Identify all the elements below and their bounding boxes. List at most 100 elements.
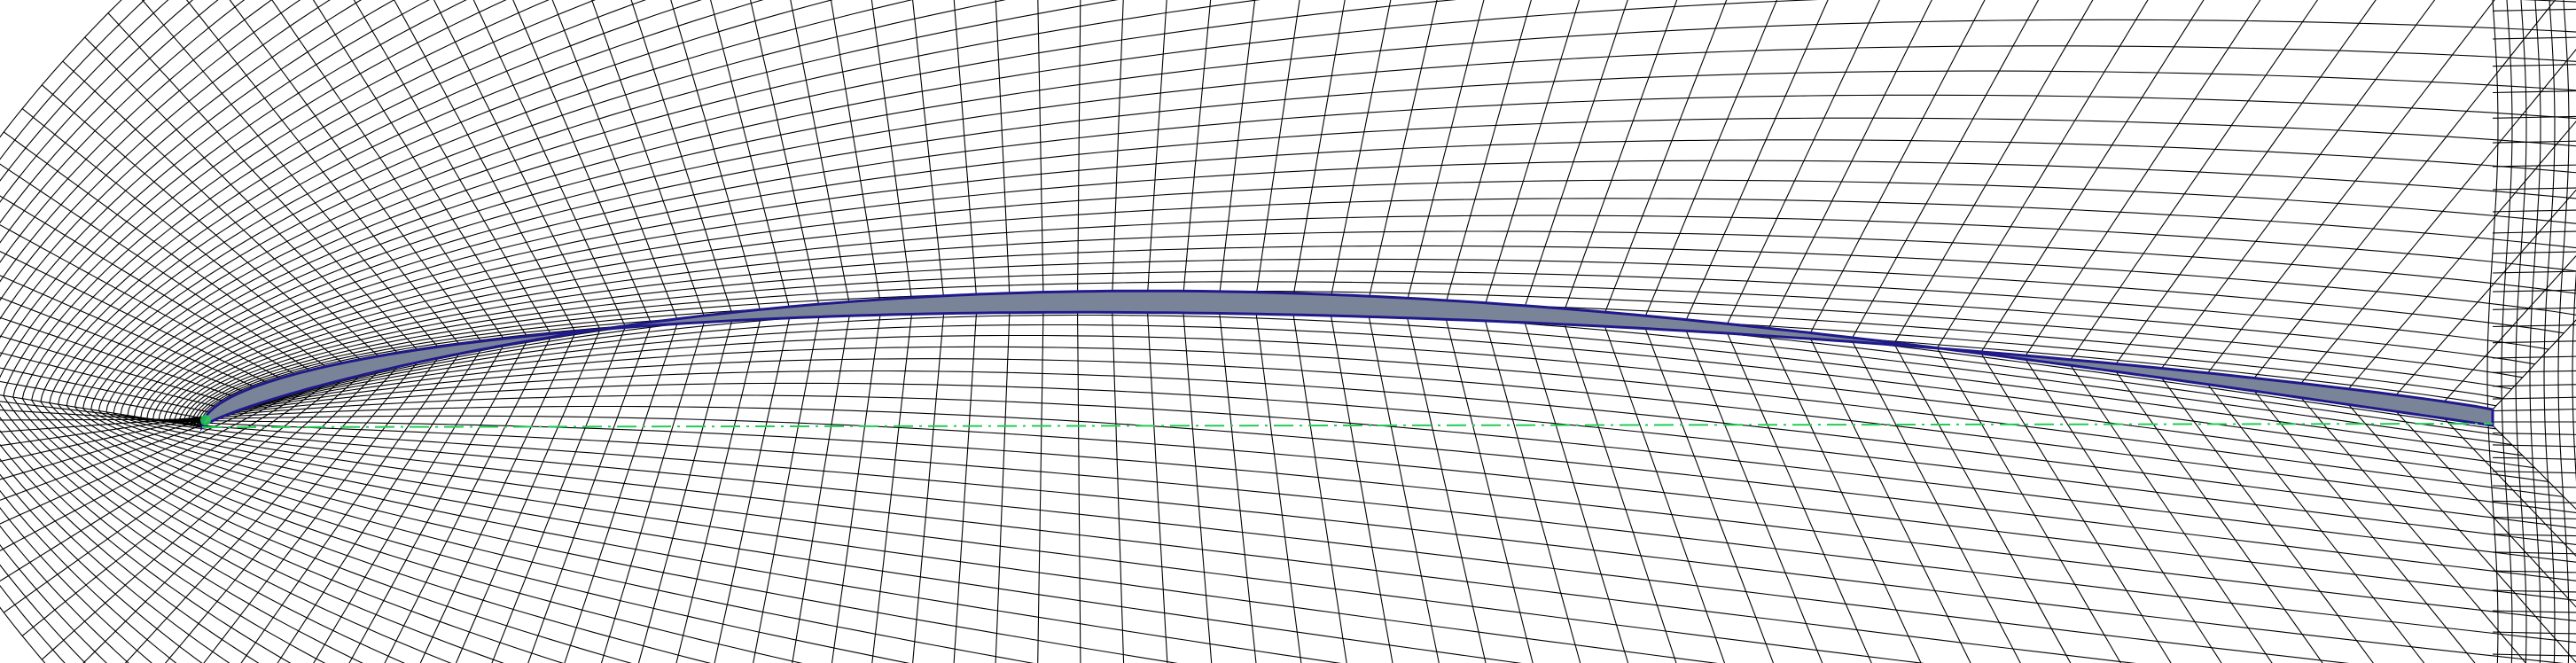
mesh-radial-line <box>2161 0 2436 369</box>
mesh-wrap-line <box>140 117 2576 644</box>
mesh-radial-line <box>1980 0 2205 353</box>
mesh-radial-line <box>1849 0 2040 342</box>
mesh-radial-line <box>0 352 216 408</box>
mesh-wake-line <box>2492 432 2576 435</box>
mesh-radial-line <box>2395 410 2576 608</box>
mesh-wrap-line <box>186 270 2549 482</box>
mesh-radial-line <box>3 131 326 368</box>
mesh-radial-line <box>2070 0 2319 361</box>
mesh-radial-line <box>995 0 1011 313</box>
mesh-wrap-line <box>120 45 2576 663</box>
mesh-radial-line <box>1401 0 1485 318</box>
mesh-radial-line <box>2207 384 2425 663</box>
mesh-radial-line <box>512 0 653 326</box>
mesh-radial-line <box>0 297 244 393</box>
mesh-radial-line <box>637 312 735 663</box>
mesh-radial-line <box>912 295 946 663</box>
mesh-wake-line <box>2492 471 2576 474</box>
mesh-radial-line <box>871 297 915 663</box>
mesh-wrap-line <box>21 0 597 663</box>
leading-edge-marker <box>200 415 211 425</box>
mesh-wake-cross-line <box>2486 0 2499 663</box>
mesh-radial-line <box>1145 0 1167 313</box>
mesh-radial-line <box>1076 0 1081 313</box>
mesh-wrap-line <box>49 0 764 663</box>
mesh-radial-line <box>1037 292 1044 663</box>
mesh-radial-line <box>203 357 439 663</box>
mesh-radial-line <box>1181 0 1212 314</box>
mesh-radial-line <box>348 340 527 663</box>
mesh-radial-line <box>277 349 482 663</box>
mesh-wake-line <box>2492 409 2576 412</box>
mesh-wrap-line <box>193 290 2523 456</box>
mesh-wake-line <box>2492 370 2576 373</box>
mesh-radial-line <box>0 163 310 371</box>
mesh-radial-line <box>0 224 281 379</box>
mesh-wrap-line <box>113 19 2576 663</box>
mesh-radial-line <box>1558 308 1677 663</box>
mesh-radial-line <box>551 0 680 324</box>
mesh-radial-line <box>419 332 576 663</box>
mesh-radial-line <box>1479 0 1581 321</box>
mesh-wake-line <box>2492 396 2576 400</box>
mesh-radial-line <box>564 318 680 663</box>
mesh-wake-line <box>2492 230 2576 234</box>
mesh-radial-line <box>185 0 460 345</box>
mesh-radial-line <box>527 322 653 663</box>
mesh-radial-line <box>2300 397 2527 663</box>
mesh-radial-line <box>0 195 295 375</box>
mesh-wake-line <box>2492 355 2576 359</box>
mesh-radial-line <box>455 329 601 663</box>
mesh-wrap-line <box>74 0 1034 663</box>
chord-line <box>201 423 2494 428</box>
mesh-wrap-line <box>66 0 913 663</box>
mesh-radial-line <box>2300 49 2576 384</box>
mesh-radial-line <box>1518 305 1629 663</box>
mesh-radial-line <box>0 316 233 397</box>
mesh-radial-line <box>1518 0 1628 323</box>
mesh-wake-line <box>2492 36 2576 40</box>
mesh-radial-line <box>0 367 210 413</box>
mesh-radial-line <box>830 0 883 316</box>
mesh-radial-line <box>1893 0 2094 346</box>
mesh-radial-line <box>433 0 601 330</box>
mesh-wrap-line <box>133 94 2576 663</box>
mesh-radial-line <box>1401 297 1487 663</box>
mesh-radial-line <box>912 0 946 314</box>
mesh-wrap-line <box>82 0 1178 663</box>
mesh-radial-line <box>753 303 823 663</box>
mesh-wake-line <box>2492 456 2576 460</box>
mesh-radial-line <box>141 0 439 347</box>
mesh-wake-line <box>2492 251 2576 254</box>
mesh-radial-line <box>1326 294 1393 663</box>
mesh-radial-line <box>394 0 576 332</box>
mesh-radial-line <box>1181 291 1213 663</box>
mesh-radial-line <box>384 337 551 663</box>
mesh-radial-line <box>1216 291 1257 663</box>
mesh-wake-line <box>2492 187 2576 191</box>
mesh-wrap-line <box>58 0 833 663</box>
mesh-wake-line <box>2492 140 2576 144</box>
mesh-wake-line <box>2492 570 2576 573</box>
mesh-radial-line <box>1722 0 1880 334</box>
mesh-radial-line <box>710 0 792 318</box>
mesh-radial-line <box>1681 318 1823 663</box>
mesh-radial-line <box>1037 0 1044 313</box>
mesh-radial-line <box>1639 0 1778 329</box>
mesh-radial-line <box>2347 404 2576 663</box>
mesh-radial-line <box>1479 302 1581 663</box>
mesh-radial-line <box>1764 327 1922 663</box>
mesh-wrap-line <box>12 0 550 663</box>
mesh-radial-line <box>0 409 210 424</box>
mesh-radial-line <box>0 392 295 551</box>
mesh-radial-line <box>0 380 205 419</box>
mesh-radial-line <box>0 275 255 387</box>
mesh-wake-line <box>2492 610 2576 613</box>
mesh-radial-line <box>1849 337 2021 663</box>
mesh-radial-line <box>472 0 627 328</box>
mesh-radial-line <box>1364 295 1440 663</box>
mesh-wrap-line <box>127 70 2576 663</box>
